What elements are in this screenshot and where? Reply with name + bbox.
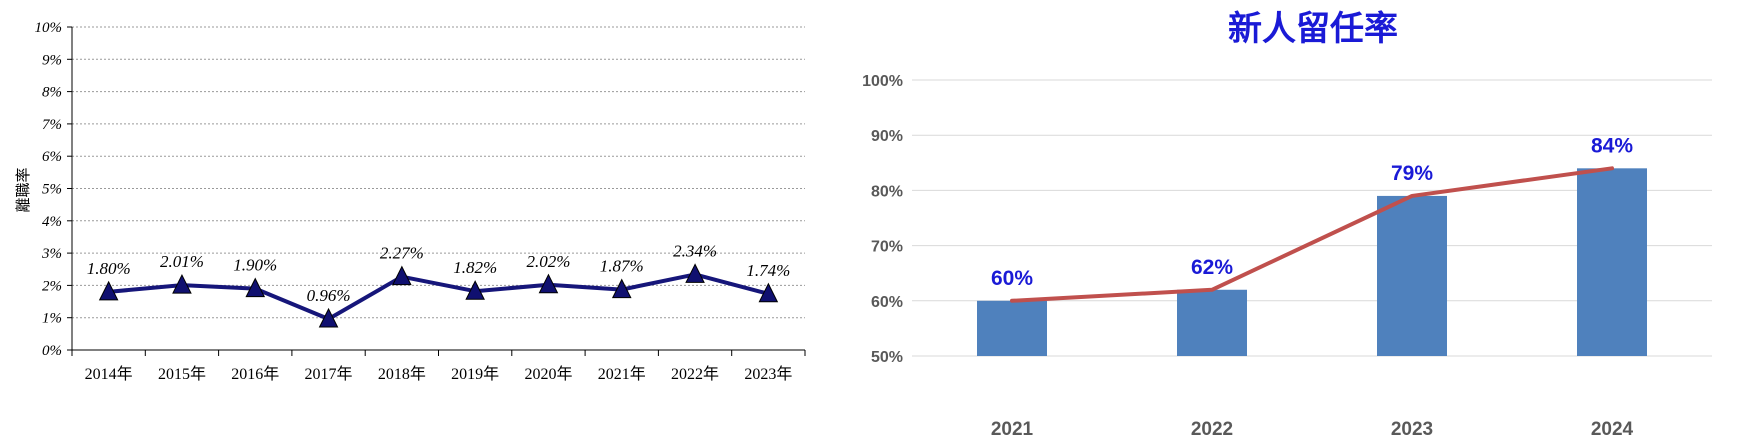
y-tick-label: 0% xyxy=(42,343,62,359)
x-tick-label: 2015年 xyxy=(158,365,206,383)
data-point-marker xyxy=(758,282,779,303)
y-tick-label: 80% xyxy=(871,183,903,200)
data-label: 84% xyxy=(1591,134,1633,157)
data-point-marker xyxy=(245,277,266,298)
data-label: 1.74% xyxy=(746,261,790,280)
x-tick-label: 2023 xyxy=(1391,419,1433,440)
right-data-labels: 60% 62% 79% 84% xyxy=(991,134,1633,289)
right-bars xyxy=(977,168,1647,356)
y-tick-label: 4% xyxy=(42,214,62,230)
data-point-marker xyxy=(318,307,339,328)
trend-line xyxy=(1010,166,1614,303)
chart-title: 新人留任率 xyxy=(1228,9,1398,49)
left-y-axis-label: 離職率 xyxy=(14,167,32,212)
data-label: 1.87% xyxy=(600,257,644,276)
series-line xyxy=(108,272,769,321)
data-label: 2.01% xyxy=(160,252,204,271)
data-point-marker xyxy=(685,263,705,283)
left-data-labels: 1.80% 2.01% 1.90% 0.96% 2.27% 1.82% 2.02% 1.87%… xyxy=(87,241,791,305)
y-tick-label: 8% xyxy=(42,85,62,101)
x-tick-label: 2021年 xyxy=(598,365,646,383)
data-point-marker xyxy=(611,278,632,299)
y-tick-label: 1% xyxy=(42,311,62,327)
bar xyxy=(1577,168,1647,356)
y-tick-label: 100% xyxy=(862,73,903,90)
left-y-tick-labels: 0% 1% 2% 3% 4% 5% 6% 7% 8% 9% 10% xyxy=(35,20,63,359)
data-point-marker xyxy=(538,273,559,294)
data-label: 0.96% xyxy=(307,286,351,305)
data-label: 2.27% xyxy=(380,244,424,263)
data-label: 1.90% xyxy=(233,256,277,275)
y-tick-label: 10% xyxy=(35,20,63,36)
y-tick-label: 70% xyxy=(871,239,903,256)
y-tick-label: 90% xyxy=(871,128,903,145)
y-tick-label: 7% xyxy=(42,117,62,133)
data-label: 1.82% xyxy=(453,258,497,277)
y-tick-label: 50% xyxy=(871,349,903,366)
x-tick-label: 2018年 xyxy=(378,365,426,383)
bar xyxy=(1377,195,1447,356)
y-tick-label: 6% xyxy=(42,149,62,165)
data-label: 60% xyxy=(991,267,1033,290)
x-tick-label: 2023年 xyxy=(744,365,792,383)
x-tick-label: 2020年 xyxy=(524,365,572,383)
right-y-tick-labels: 50% 60% 70% 80% 90% 100% xyxy=(862,73,903,366)
bar xyxy=(1177,289,1247,356)
data-point-marker xyxy=(392,265,412,286)
left-series xyxy=(98,263,779,328)
y-tick-label: 60% xyxy=(871,294,903,311)
data-point-marker xyxy=(98,280,119,301)
data-label: 62% xyxy=(1191,256,1233,279)
x-tick-label: 2021 xyxy=(991,419,1034,440)
data-label: 2.02% xyxy=(526,252,570,271)
data-label: 2.34% xyxy=(673,241,717,260)
x-tick-label: 2022 xyxy=(1191,419,1233,440)
x-tick-label: 2022年 xyxy=(671,365,719,383)
left-x-tick-labels: 2014年 2015年 2016年 2017年 2018年 2019年 2020年 2021年… xyxy=(85,365,793,383)
right-x-tick-labels: 2021 2022 2023 2024 xyxy=(991,419,1634,440)
x-tick-label: 2016年 xyxy=(231,365,279,383)
bar xyxy=(977,300,1047,356)
turnover-rate-chart: 0%1%2%3%4%5%6%7%8%9%10% 2014年 2015年 2016年 2… xyxy=(14,20,806,383)
data-point-marker xyxy=(172,273,192,294)
y-tick-label: 9% xyxy=(42,52,62,68)
y-tick-label: 5% xyxy=(42,182,62,198)
data-label: 79% xyxy=(1391,162,1433,185)
right-trend-line xyxy=(1010,166,1614,303)
y-tick-label: 3% xyxy=(41,246,62,262)
y-tick-label: 2% xyxy=(42,278,62,294)
data-point-marker xyxy=(465,280,485,300)
x-tick-label: 2019年 xyxy=(451,365,499,383)
data-label: 1.80% xyxy=(87,259,131,278)
retention-rate-chart: 新人留任率 50% 60% 70% 80% 90% 100% 60% 62% 79% 84% 2… xyxy=(862,9,1712,440)
x-tick-label: 2024 xyxy=(1591,419,1634,440)
x-tick-label: 2017年 xyxy=(305,365,353,383)
left-axes xyxy=(67,26,806,356)
x-tick-label: 2014年 xyxy=(85,365,133,383)
